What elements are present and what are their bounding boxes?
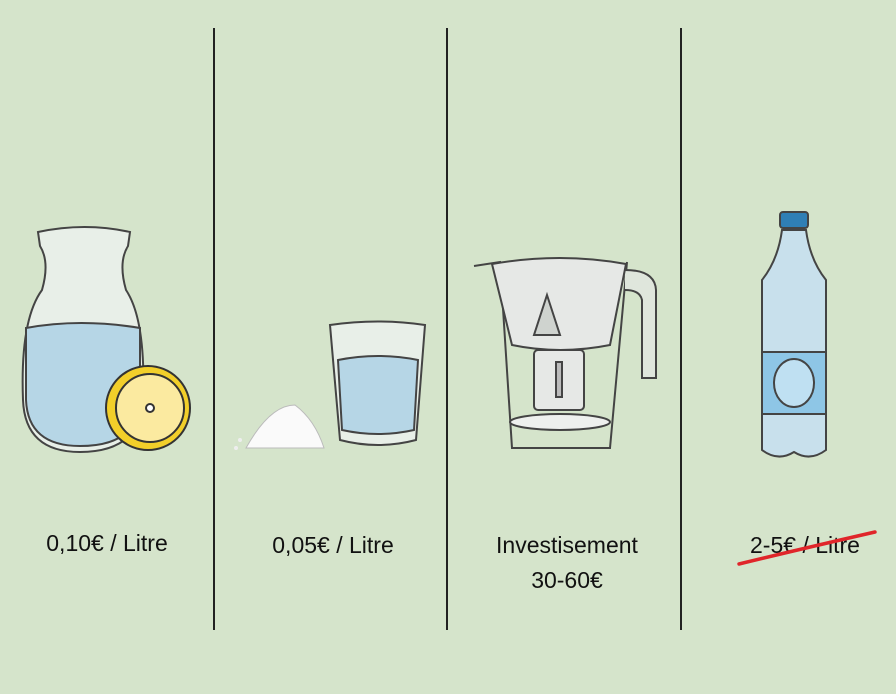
- price-bottle: 2-5€ / Litre: [750, 532, 860, 558]
- glass-illustration: [328, 320, 427, 446]
- divider-1: [213, 28, 215, 630]
- strikethrough-mark: [737, 530, 877, 566]
- filter-pitcher-illustration: [473, 257, 657, 449]
- price-filter-line2: 30-60€: [531, 567, 603, 593]
- lemon-illustration: [105, 365, 191, 451]
- bottle-illustration: [761, 211, 827, 458]
- price-filter-line1: Investisement: [496, 532, 638, 558]
- salt-pile-illustration: [234, 404, 325, 450]
- price-salt-glass: 0,05€ / Litre: [272, 532, 394, 558]
- divider-2: [446, 28, 448, 630]
- divider-3: [680, 28, 682, 630]
- price-carafe: 0,10€ / Litre: [46, 530, 168, 556]
